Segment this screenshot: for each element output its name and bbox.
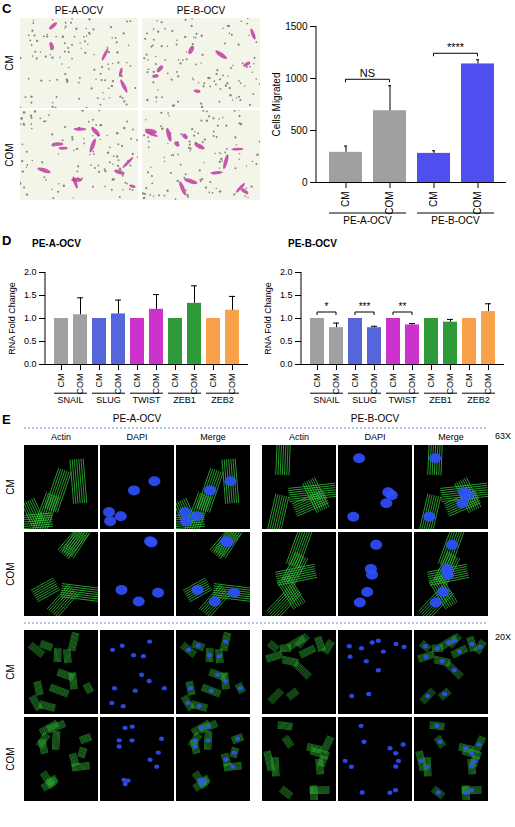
svg-text:COM: COM xyxy=(445,374,455,395)
svg-text:2.0: 2.0 xyxy=(280,267,293,277)
svg-text:DAPI: DAPI xyxy=(364,432,385,442)
svg-text:C: C xyxy=(2,1,12,16)
svg-text:COM: COM xyxy=(5,562,16,585)
svg-text:PE-A-OCV: PE-A-OCV xyxy=(113,413,162,424)
svg-text:CM: CM xyxy=(56,374,66,388)
svg-text:ZEB2: ZEB2 xyxy=(211,395,234,405)
svg-text:PE-B-OCV: PE-B-OCV xyxy=(431,215,480,226)
svg-text:SNAIL: SNAIL xyxy=(57,395,83,405)
svg-text:COM: COM xyxy=(75,374,85,395)
svg-text:PE-A-OCV: PE-A-OCV xyxy=(32,238,81,249)
svg-text:SLUG: SLUG xyxy=(96,395,121,405)
svg-text:COM: COM xyxy=(4,143,15,166)
svg-text:COM: COM xyxy=(407,374,417,395)
svg-text:500: 500 xyxy=(291,125,308,136)
svg-text:PE-B-OCV: PE-B-OCV xyxy=(288,238,337,249)
svg-text:ZEB1: ZEB1 xyxy=(173,395,196,405)
svg-text:PE-A-OCV: PE-A-OCV xyxy=(343,215,392,226)
svg-text:RNA Fold Change: RNA Fold Change xyxy=(263,282,273,355)
svg-text:Actin: Actin xyxy=(51,432,71,442)
svg-text:DAPI: DAPI xyxy=(126,432,147,442)
svg-text:PE-A-OCV: PE-A-OCV xyxy=(55,5,104,16)
svg-text:Actin: Actin xyxy=(289,432,309,442)
svg-text:0.0: 0.0 xyxy=(24,359,37,369)
svg-text:COM: COM xyxy=(384,192,395,215)
svg-text:Merge: Merge xyxy=(200,432,226,442)
svg-text:CM: CM xyxy=(464,374,474,388)
svg-text:TWIST: TWIST xyxy=(389,395,417,405)
svg-text:1.5: 1.5 xyxy=(280,290,293,300)
svg-text:1.5: 1.5 xyxy=(24,290,37,300)
svg-text:ZEB2: ZEB2 xyxy=(467,395,490,405)
svg-text:COM: COM xyxy=(472,192,483,215)
svg-text:COM: COM xyxy=(331,374,341,395)
svg-text:COM: COM xyxy=(113,374,123,395)
svg-text:COM: COM xyxy=(227,374,237,395)
svg-text:2.0: 2.0 xyxy=(24,267,37,277)
svg-text:SLUG: SLUG xyxy=(352,395,377,405)
svg-text:CM: CM xyxy=(312,374,322,388)
svg-text:CM: CM xyxy=(388,374,398,388)
svg-text:RNA Fold Change: RNA Fold Change xyxy=(7,282,17,355)
svg-text:63X: 63X xyxy=(495,431,511,441)
svg-text:CM: CM xyxy=(4,55,15,71)
svg-text:1000: 1000 xyxy=(285,73,308,84)
svg-text:Merge: Merge xyxy=(438,432,464,442)
svg-text:COM: COM xyxy=(189,374,199,395)
svg-text:1.0: 1.0 xyxy=(280,313,293,323)
svg-text:0: 0 xyxy=(302,177,308,188)
svg-text:PE-B-OCV: PE-B-OCV xyxy=(351,413,400,424)
svg-text:CM: CM xyxy=(5,479,16,495)
svg-text:TWIST: TWIST xyxy=(133,395,161,405)
svg-text:0.5: 0.5 xyxy=(280,336,293,346)
svg-text:COM: COM xyxy=(369,374,379,395)
svg-text:CM: CM xyxy=(428,192,439,208)
svg-text:CM: CM xyxy=(5,664,16,680)
svg-text:***: *** xyxy=(359,301,371,312)
svg-text:CM: CM xyxy=(94,374,104,388)
svg-text:D: D xyxy=(2,233,11,248)
svg-text:PE-B-OCV: PE-B-OCV xyxy=(177,5,226,16)
svg-text:1500: 1500 xyxy=(285,21,308,32)
svg-text:Cells Migrated: Cells Migrated xyxy=(271,73,282,137)
svg-text:CM: CM xyxy=(350,374,360,388)
svg-text:**: ** xyxy=(399,301,407,312)
svg-text:****: **** xyxy=(447,41,465,53)
svg-text:*: * xyxy=(325,301,329,312)
svg-text:CM: CM xyxy=(426,374,436,388)
svg-text:COM: COM xyxy=(5,747,16,770)
svg-text:1.0: 1.0 xyxy=(24,313,37,323)
svg-text:COM: COM xyxy=(483,374,493,395)
svg-text:CM: CM xyxy=(208,374,218,388)
svg-text:ZEB1: ZEB1 xyxy=(429,395,452,405)
svg-text:CM: CM xyxy=(340,192,351,208)
svg-text:NS: NS xyxy=(360,67,375,79)
svg-text:E: E xyxy=(2,412,11,427)
svg-text:0.5: 0.5 xyxy=(24,336,37,346)
svg-text:0.0: 0.0 xyxy=(280,359,293,369)
svg-text:CM: CM xyxy=(170,374,180,388)
svg-text:COM: COM xyxy=(151,374,161,395)
svg-text:20X: 20X xyxy=(495,632,511,642)
svg-text:CM: CM xyxy=(132,374,142,388)
svg-text:SNAIL: SNAIL xyxy=(313,395,339,405)
